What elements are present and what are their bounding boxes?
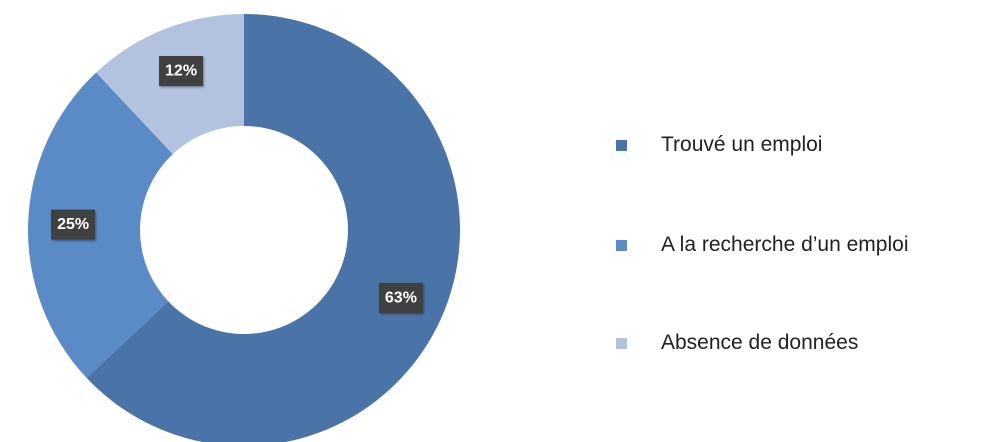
data-label-text-searching-job: 25%	[57, 216, 89, 233]
data-label-text-found-job: 63%	[385, 289, 417, 306]
legend-item-found-job: Trouvé un emploi	[616, 130, 822, 160]
legend-label-no-data: Absence de données	[661, 331, 859, 354]
slice-found-job	[86, 14, 460, 442]
legend-swatch-no-data	[616, 337, 627, 349]
data-label-text-no-data: 12%	[165, 63, 197, 80]
legend-swatch-searching-job	[616, 239, 627, 251]
slice-searching-job	[27, 72, 173, 378]
data-label-no-data: 12%	[159, 56, 204, 87]
legend-swatch-found-job	[616, 139, 627, 151]
legend-item-searching-job: A la recherche d’un emploi	[616, 230, 908, 260]
data-label-box-no-data	[159, 56, 204, 87]
data-label-found-job: 63%	[378, 282, 423, 313]
donut-chart-plot: 63% 25% 12%	[27, 14, 460, 442]
legend-label-found-job: Trouvé un emploi	[661, 133, 823, 156]
data-label-box-searching-job	[51, 209, 96, 240]
data-label-box-found-job	[378, 282, 423, 313]
legend-item-no-data: Absence de données	[616, 328, 858, 358]
data-label-searching-job: 25%	[51, 209, 96, 240]
legend-label-searching-job: A la recherche d’un emploi	[661, 233, 909, 256]
